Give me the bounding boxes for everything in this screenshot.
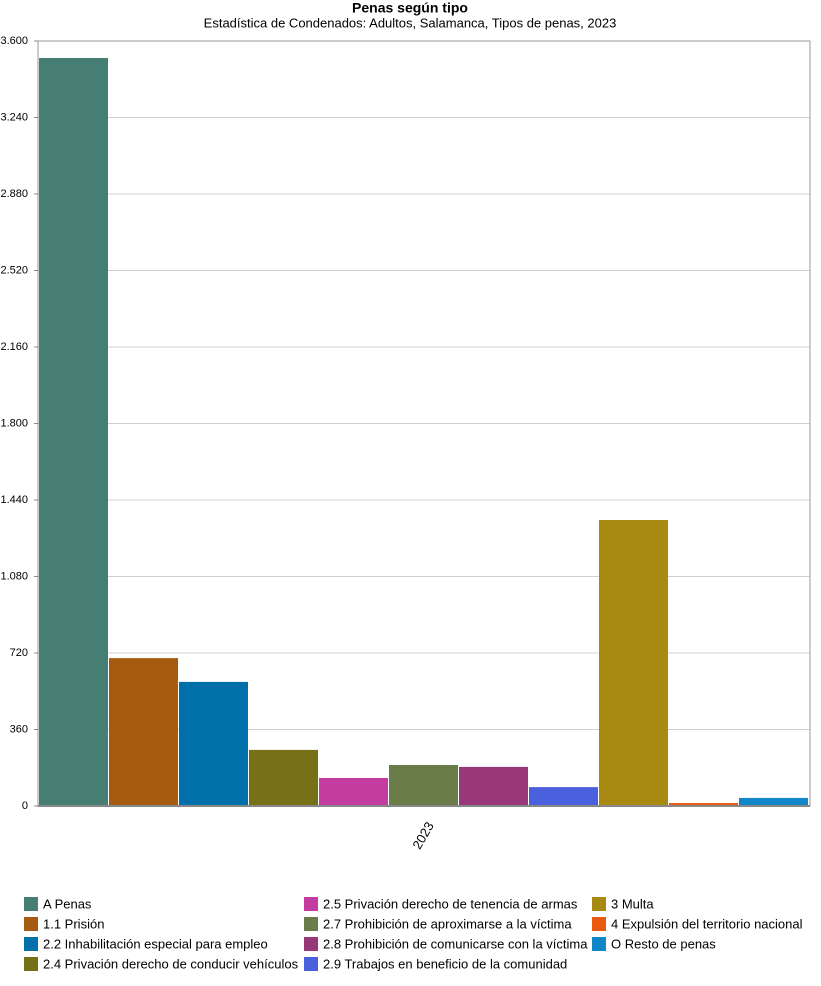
bar [739,797,808,806]
legend-swatch [24,897,38,911]
bar [459,766,528,806]
legend-label: 2.4 Privación derecho de conducir vehícu… [43,956,299,971]
y-tick-label: 1.440 [0,494,28,506]
bar [669,803,738,806]
bar [249,749,318,806]
y-tick-label: 1.080 [0,570,28,582]
legend-label: A Penas [43,896,92,911]
legend-swatch [592,937,606,951]
legend-label: 3 Multa [611,896,654,911]
bar [389,764,458,806]
bar [109,658,178,806]
bar [599,519,668,806]
legend-label: 2.2 Inhabilitación especial para empleo [43,936,268,951]
legend-label: 2.7 Prohibición de aproximarse a la víct… [323,916,572,931]
bar [39,58,108,806]
legend-label: 1.1 Prisión [43,916,104,931]
y-tick-label: 3.240 [0,111,28,123]
legend-label: 2.9 Trabajos en beneficio de la comunida… [323,956,567,971]
chart-subtitle: Estadística de Condenados: Adultos, Sala… [204,15,617,30]
y-tick-label: 3.600 [0,35,28,47]
bar [179,681,248,806]
legend-swatch [304,897,318,911]
y-tick-label: 360 [10,723,28,735]
legend-swatch [592,917,606,931]
legend-swatch [24,937,38,951]
legend-label: 4 Expulsión del territorio nacional [611,916,803,931]
legend-label: 2.5 Privación derecho de tenencia de arm… [323,896,578,911]
bar [529,787,598,806]
x-tick-label: 2023 [409,819,436,852]
y-tick-label: 2.520 [0,264,28,276]
y-tick-label: 2.160 [0,341,28,353]
y-tick-label: 1.800 [0,417,28,429]
y-tick-label: 0 [22,800,28,812]
legend-swatch [592,897,606,911]
legend-swatch [24,917,38,931]
y-tick-label: 2.880 [0,188,28,200]
y-tick-label: 720 [10,647,28,659]
bar [319,777,388,806]
legend-swatch [304,917,318,931]
legend-swatch [304,937,318,951]
legend-label: O Resto de penas [611,936,716,951]
legend-swatch [304,957,318,971]
legend-swatch [24,957,38,971]
chart-title: Penas según tipo [352,0,468,16]
legend-label: 2.8 Prohibición de comunicarse con la ví… [323,936,588,951]
